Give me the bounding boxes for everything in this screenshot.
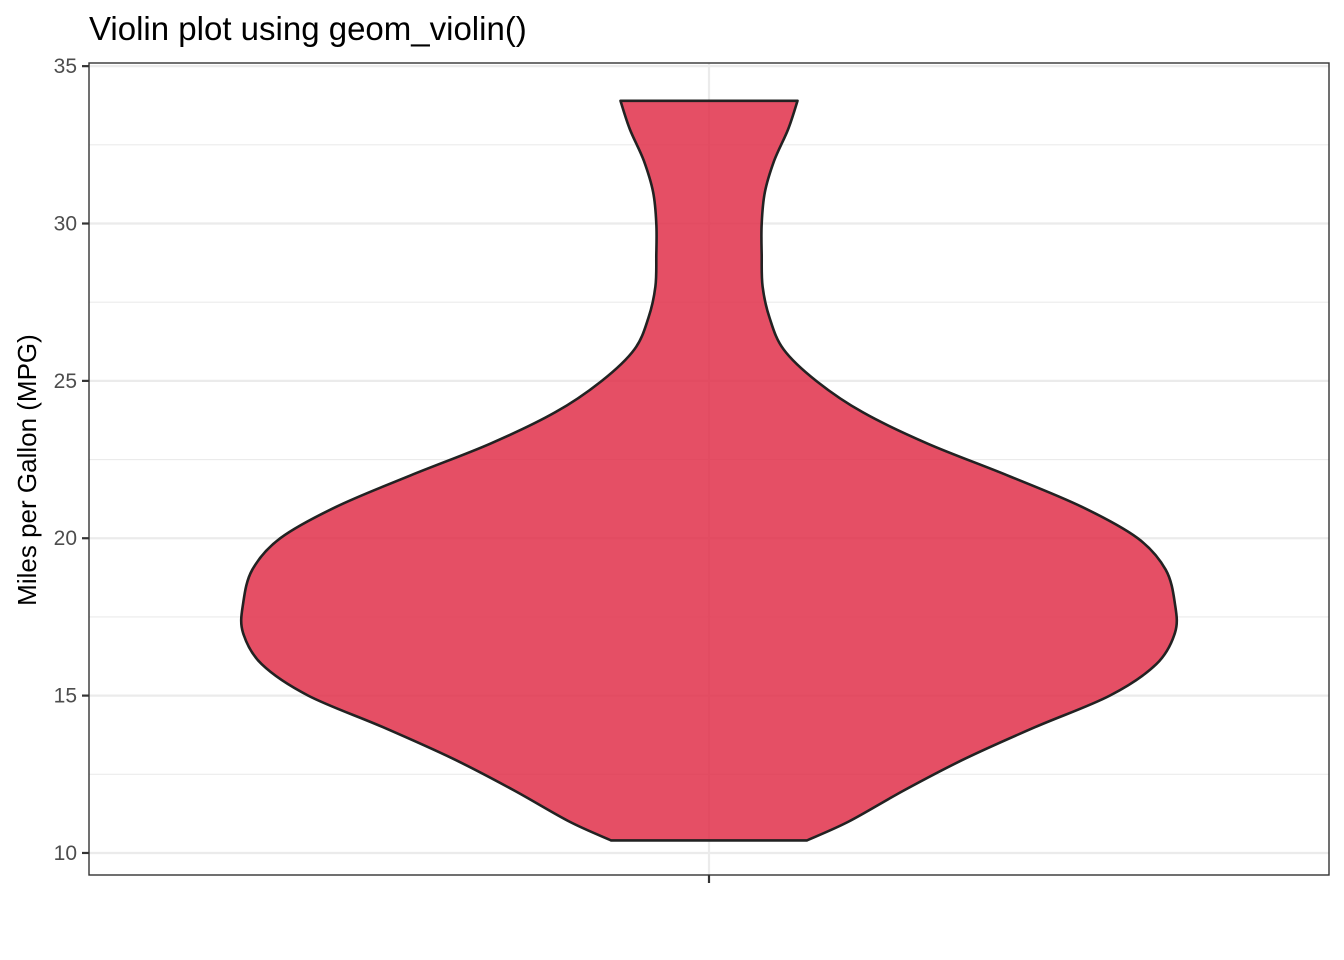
y-tick-label: 20 <box>54 527 77 550</box>
violin-series <box>239 99 1179 842</box>
y-tick-label: 10 <box>54 842 77 865</box>
y-tick-label: 35 <box>54 55 77 78</box>
y-tick-label: 15 <box>54 685 77 708</box>
chart-title: Violin plot using geom_violin() <box>89 10 527 47</box>
y-tick-label: 25 <box>54 370 77 393</box>
y-tick-label: 30 <box>54 213 77 236</box>
y-axis: 10 15 20 25 30 35 <box>54 55 89 865</box>
violin-body <box>239 99 1179 842</box>
y-axis-label: Miles per Gallon (MPG) <box>12 334 42 606</box>
